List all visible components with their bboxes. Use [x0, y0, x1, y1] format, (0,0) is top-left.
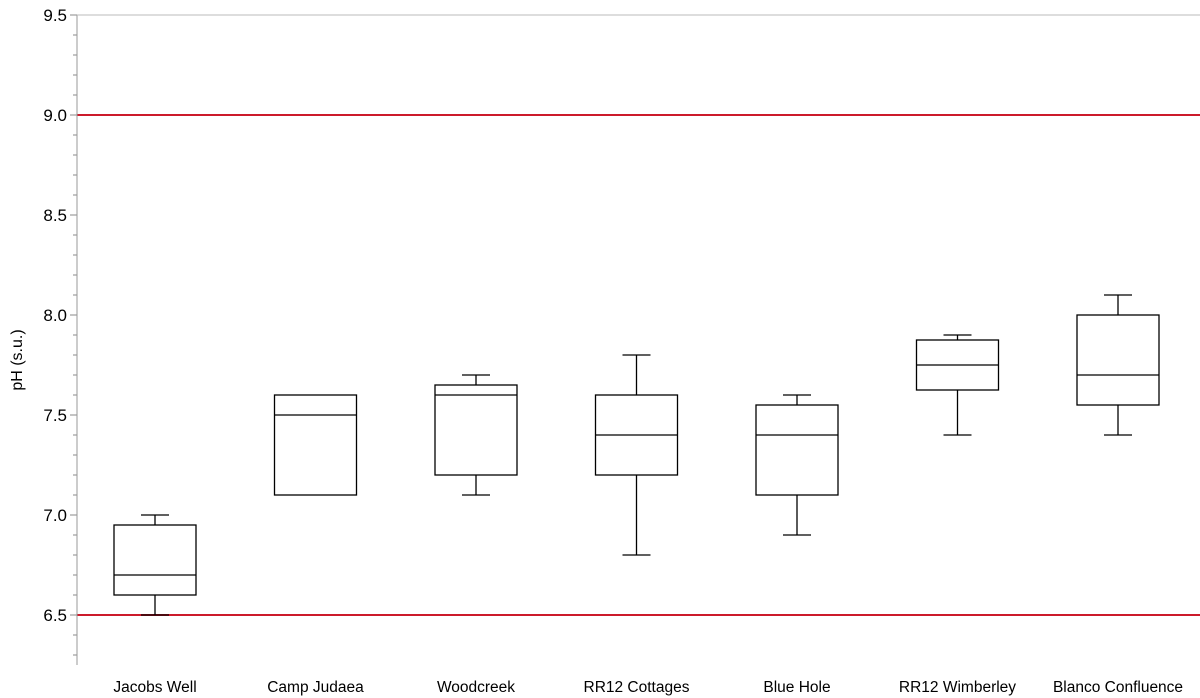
box-4 — [755, 394, 839, 536]
box-5 — [915, 334, 1000, 436]
x-tick-label: Blanco Confluence — [1053, 679, 1183, 696]
box-body — [755, 404, 839, 496]
box-1 — [273, 394, 358, 496]
y-tick-label: 8.5 — [43, 206, 67, 225]
y-tick-labels: 6.5 7.0 7.5 8.0 8.5 9.0 9.5 — [43, 6, 67, 625]
y-tick-label: 8.0 — [43, 306, 67, 325]
box-body — [113, 524, 197, 596]
y-axis-title: pH (s.u.) — [9, 329, 26, 390]
box-2 — [434, 374, 518, 496]
x-tick-label: Jacobs Well — [113, 679, 196, 696]
y-tick-label: 7.0 — [43, 506, 67, 525]
x-tick-label: Camp Judaea — [267, 679, 364, 696]
x-tick-label: RR12 Cottages — [584, 679, 690, 696]
y-tick-label: 9.0 — [43, 106, 67, 125]
box-3 — [594, 354, 679, 556]
y-tick-label: 9.5 — [43, 6, 67, 25]
x-tick-labels: Jacobs Well Camp Judaea Woodcreek RR12 Cott… — [113, 679, 1183, 696]
y-tick-label: 7.5 — [43, 406, 67, 425]
x-tick-label: RR12 Wimberley — [899, 679, 1016, 696]
box-body — [434, 384, 518, 476]
box-body — [273, 394, 358, 496]
boxes — [113, 294, 1160, 616]
x-tick-label: Woodcreek — [437, 679, 515, 696]
y-tick-label: 6.5 — [43, 606, 67, 625]
axes — [76, 14, 1200, 665]
box-0 — [113, 514, 197, 616]
box-body — [1076, 314, 1160, 406]
box-6 — [1076, 294, 1160, 436]
reference-lines — [77, 114, 1200, 616]
x-tick-label: Blue Hole — [763, 679, 830, 696]
y-minor-ticks — [70, 14, 77, 656]
